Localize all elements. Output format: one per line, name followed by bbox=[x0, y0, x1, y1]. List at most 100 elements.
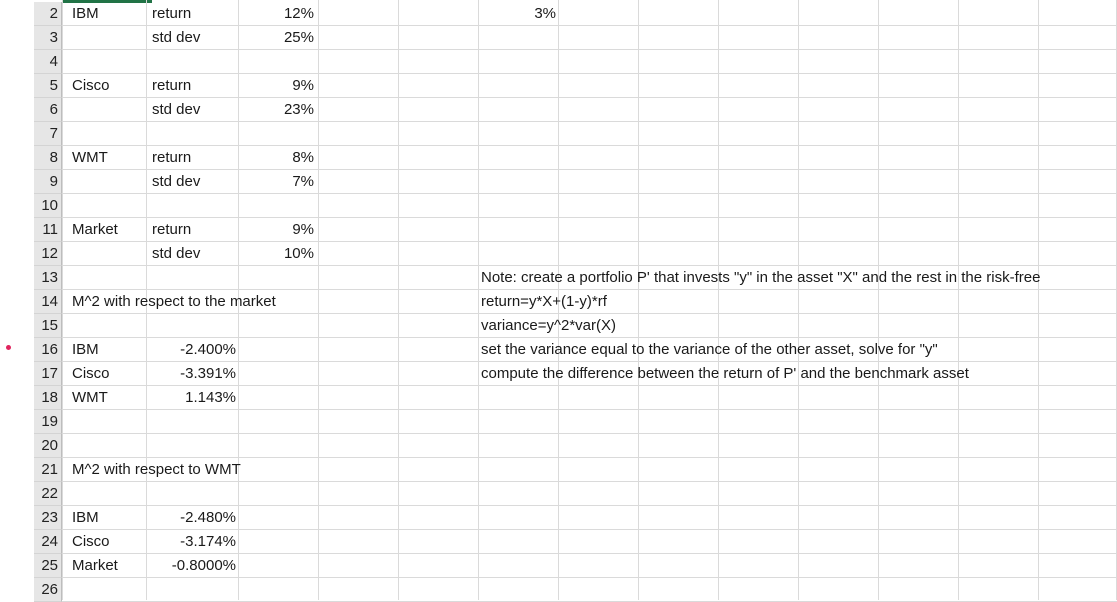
cell-b[interactable]: -0.8000% bbox=[171, 557, 236, 574]
column-gridline bbox=[478, 0, 479, 600]
row-gridline bbox=[62, 361, 1117, 362]
cell-b[interactable]: -3.174% bbox=[180, 533, 236, 550]
cell-b[interactable]: return bbox=[152, 77, 192, 94]
row-header[interactable]: 18 bbox=[34, 386, 62, 410]
column-gridline bbox=[238, 0, 239, 600]
row-header[interactable]: 15 bbox=[34, 314, 62, 338]
cell-c[interactable]: 9% bbox=[292, 221, 314, 238]
row-gridline bbox=[62, 337, 1117, 338]
cell-b[interactable]: -2.400% bbox=[180, 341, 236, 358]
cell-a[interactable]: IBM bbox=[72, 509, 99, 526]
note-line[interactable]: set the variance equal to the variance o… bbox=[481, 341, 938, 358]
row-header[interactable]: 9 bbox=[34, 170, 62, 194]
cell-c[interactable]: 25% bbox=[283, 29, 314, 46]
row-gridline bbox=[62, 553, 1117, 554]
row-header[interactable]: 22 bbox=[34, 482, 62, 506]
row-header[interactable]: 17 bbox=[34, 362, 62, 386]
row-gridline bbox=[62, 49, 1117, 50]
row-header[interactable]: 25 bbox=[34, 554, 62, 578]
row-gridline bbox=[62, 433, 1117, 434]
row-header[interactable]: 21 bbox=[34, 458, 62, 482]
column-gridline bbox=[638, 0, 639, 600]
row-header[interactable]: 4 bbox=[34, 50, 62, 74]
cell-b[interactable]: std dev bbox=[152, 245, 201, 262]
row-gridline bbox=[62, 529, 1117, 530]
cell-b[interactable]: return bbox=[152, 221, 192, 238]
cell-b[interactable]: std dev bbox=[152, 29, 201, 46]
cell-a[interactable]: IBM bbox=[72, 5, 99, 22]
row-header[interactable]: 23 bbox=[34, 506, 62, 530]
cell-b[interactable]: return bbox=[152, 5, 192, 22]
cell-g[interactable]: 3% bbox=[534, 5, 556, 22]
cell-a[interactable]: Cisco bbox=[72, 77, 110, 94]
column-gridline bbox=[398, 0, 399, 600]
cell-a[interactable]: Cisco bbox=[72, 533, 110, 550]
cell-c[interactable]: 7% bbox=[292, 173, 314, 190]
cell-a[interactable]: WMT bbox=[72, 149, 108, 166]
column-gridline bbox=[62, 0, 63, 600]
cell-a[interactable]: M^2 with respect to the market bbox=[72, 293, 276, 310]
row-gridline bbox=[62, 169, 1117, 170]
column-gridline bbox=[878, 0, 879, 600]
column-gridline bbox=[958, 0, 959, 600]
row-header[interactable]: 20 bbox=[34, 434, 62, 458]
column-gridline bbox=[718, 0, 719, 600]
cell-b[interactable]: -2.480% bbox=[180, 509, 236, 526]
column-gridline bbox=[318, 0, 319, 600]
note-line[interactable]: return=y*X+(1-y)*rf bbox=[481, 293, 607, 310]
row-gridline bbox=[62, 577, 1117, 578]
row-header[interactable]: 13 bbox=[34, 266, 62, 290]
cell-a[interactable]: Market bbox=[72, 221, 118, 238]
cell-a[interactable]: Cisco bbox=[72, 365, 110, 382]
row-gridline bbox=[62, 457, 1117, 458]
row-gridline bbox=[62, 409, 1117, 410]
row-gridline bbox=[62, 505, 1117, 506]
cell-c[interactable]: 8% bbox=[292, 149, 314, 166]
cell-b[interactable]: return bbox=[152, 149, 192, 166]
row-gridline bbox=[62, 217, 1117, 218]
cell-a[interactable]: Market bbox=[72, 557, 118, 574]
cell-a[interactable]: IBM bbox=[72, 341, 99, 358]
row-gridline bbox=[62, 97, 1117, 98]
row-header[interactable]: 3 bbox=[34, 26, 62, 50]
column-gridline bbox=[1038, 0, 1039, 600]
row-header[interactable]: 10 bbox=[34, 194, 62, 218]
note-line[interactable]: compute the difference between the retur… bbox=[481, 365, 969, 382]
cell-b[interactable]: 1.143% bbox=[185, 389, 236, 406]
row-header[interactable]: 11 bbox=[34, 218, 62, 242]
cell-b[interactable]: -3.391% bbox=[180, 365, 236, 382]
row-header[interactable]: 19 bbox=[34, 410, 62, 434]
row-gridline bbox=[62, 121, 1117, 122]
row-gridline bbox=[62, 289, 1117, 290]
cell-c[interactable]: 9% bbox=[292, 77, 314, 94]
row-header[interactable]: 2 bbox=[34, 2, 62, 26]
row-header[interactable]: 26 bbox=[34, 578, 62, 602]
note-line[interactable]: Note: create a portfolio P' that invests… bbox=[481, 269, 1041, 286]
cell-a[interactable]: M^2 with respect to WMT bbox=[72, 461, 241, 478]
cell-c[interactable]: 10% bbox=[283, 245, 314, 262]
row-header[interactable]: 16 bbox=[34, 338, 62, 362]
row-gridline bbox=[62, 25, 1117, 26]
row-header[interactable]: 5 bbox=[34, 74, 62, 98]
cell-c[interactable]: 23% bbox=[283, 101, 314, 118]
row-header[interactable]: 12 bbox=[34, 242, 62, 266]
row-header[interactable]: 14 bbox=[34, 290, 62, 314]
column-gridline bbox=[558, 0, 559, 600]
cell-c[interactable]: 12% bbox=[283, 5, 314, 22]
row-header[interactable]: 8 bbox=[34, 146, 62, 170]
row-gridline bbox=[62, 313, 1117, 314]
cell-a[interactable]: WMT bbox=[72, 389, 108, 406]
row-header[interactable]: 6 bbox=[34, 98, 62, 122]
cell-b[interactable]: std dev bbox=[152, 173, 201, 190]
active-cell-indicator bbox=[62, 0, 152, 3]
row-gridline bbox=[62, 265, 1117, 266]
marker-dot bbox=[6, 345, 11, 350]
row-gridline bbox=[62, 193, 1117, 194]
row-header[interactable]: 7 bbox=[34, 122, 62, 146]
note-line[interactable]: variance=y^2*var(X) bbox=[481, 317, 617, 334]
row-header[interactable]: 24 bbox=[34, 530, 62, 554]
row-gridline bbox=[62, 385, 1117, 386]
row-gridline bbox=[62, 73, 1117, 74]
cell-b[interactable]: std dev bbox=[152, 101, 201, 118]
